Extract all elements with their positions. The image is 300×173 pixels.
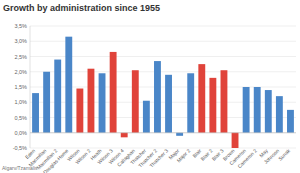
y-tick-label: 2,5% xyxy=(14,54,27,60)
grid xyxy=(30,26,296,148)
x-tick-label: Douglas-Home xyxy=(42,147,70,173)
x-tick-label: Sunak xyxy=(277,147,292,162)
bar xyxy=(209,78,216,133)
bar xyxy=(143,101,150,133)
bar xyxy=(110,52,117,133)
bar xyxy=(187,73,194,132)
bar xyxy=(287,110,294,133)
bar xyxy=(121,133,128,138)
bars xyxy=(32,37,294,148)
y-tick-label: 0,0% xyxy=(14,130,27,136)
bar xyxy=(165,75,172,133)
bar xyxy=(99,73,106,132)
bar xyxy=(154,61,161,133)
bar xyxy=(221,70,228,133)
bar xyxy=(232,133,239,148)
bar xyxy=(54,60,61,133)
x-tick-label: Major 2 xyxy=(175,147,191,163)
y-tick-label: 2,0% xyxy=(14,69,27,75)
bar xyxy=(198,64,205,133)
bar xyxy=(132,70,139,133)
zero-line xyxy=(30,132,296,133)
grid-line xyxy=(30,26,296,27)
x-tick-label: Thatcher 3 xyxy=(148,147,169,168)
bar xyxy=(43,72,50,133)
bar xyxy=(265,90,272,133)
chart: Growth by administration since 1955 -0,5%… xyxy=(0,0,300,173)
bar xyxy=(243,87,250,133)
y-tick-label: 3,0% xyxy=(14,38,27,44)
x-tick-label: Cameron 2 xyxy=(236,147,258,169)
y-axis xyxy=(30,26,31,148)
bar xyxy=(32,93,39,133)
bar xyxy=(276,96,283,133)
y-tick-label: 1,5% xyxy=(14,84,27,90)
bar xyxy=(65,37,72,133)
source: Algarv/Tzamalis xyxy=(2,165,38,171)
y-tick-label: -0,5% xyxy=(13,145,27,151)
y-tick-label: 1,0% xyxy=(14,99,27,105)
bar xyxy=(76,89,83,133)
y-tick-label: 3,5% xyxy=(14,23,27,29)
bar xyxy=(176,133,183,136)
bar xyxy=(254,87,261,133)
y-tick-label: 0,5% xyxy=(14,115,27,121)
title: Growth by administration since 1955 xyxy=(3,3,160,13)
bar xyxy=(88,69,95,133)
